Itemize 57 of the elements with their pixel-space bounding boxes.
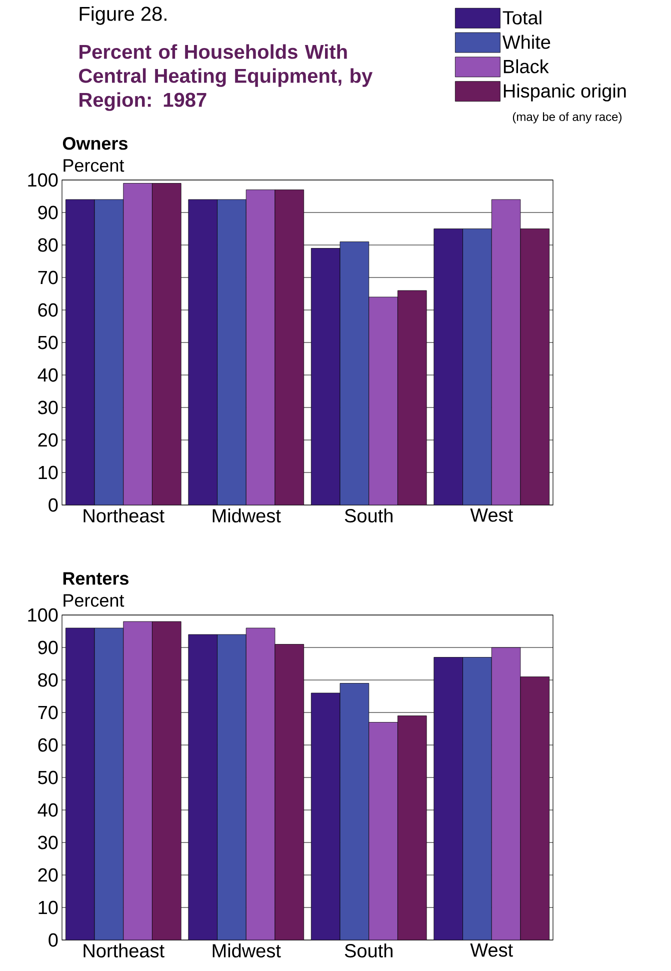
legend-label: Total bbox=[502, 10, 542, 24]
x-tick-label: Midwest bbox=[212, 508, 281, 522]
bar bbox=[123, 621, 152, 940]
caption: Figure 28. bbox=[80, 6, 166, 25]
bar bbox=[274, 644, 304, 940]
bar bbox=[462, 228, 492, 506]
x-tick-label: Northeast bbox=[84, 944, 164, 958]
bar bbox=[491, 647, 521, 940]
y-tick-label: 100 bbox=[28, 173, 58, 187]
y-tick-label: 70 bbox=[38, 270, 58, 284]
legend-label: Hispanic origin bbox=[504, 84, 626, 102]
y-tick-label: 100 bbox=[28, 608, 58, 622]
y-tick-label: 70 bbox=[38, 706, 58, 720]
bar bbox=[217, 634, 246, 940]
y-tick-label: 50 bbox=[38, 336, 58, 350]
y-tick-label: 40 bbox=[38, 803, 58, 817]
y-tick-label: 0 bbox=[48, 933, 58, 947]
bar bbox=[462, 657, 492, 940]
x-tick-label: Midwest bbox=[212, 944, 281, 958]
y-tick-label: 30 bbox=[38, 836, 58, 850]
y-tick-label: 50 bbox=[38, 770, 58, 784]
y-tick-label: 60 bbox=[38, 738, 58, 752]
x-tick-label: West bbox=[470, 944, 513, 957]
y-tick-label: 30 bbox=[38, 400, 58, 414]
y-tick-label: 10 bbox=[38, 466, 58, 480]
chart-subtitle: Renters bbox=[63, 572, 128, 585]
text: (may be of any race) bbox=[512, 112, 622, 124]
bar bbox=[520, 676, 550, 940]
y-tick-label: 90 bbox=[38, 206, 58, 220]
x-tick-label: West bbox=[470, 508, 513, 522]
bar bbox=[152, 621, 182, 940]
bar bbox=[94, 199, 124, 506]
y-tick-label: 0 bbox=[48, 498, 58, 512]
bar bbox=[368, 722, 398, 940]
x-tick-label: Northeast bbox=[84, 508, 164, 522]
bar bbox=[398, 716, 427, 940]
legend-label: White bbox=[502, 34, 550, 49]
legend-label: Black bbox=[504, 59, 549, 74]
y-axis-title: Percent bbox=[64, 594, 124, 607]
x-tick-label: South bbox=[344, 508, 392, 522]
x-tick-label: South bbox=[344, 944, 392, 958]
bar bbox=[340, 242, 370, 506]
y-tick-label: 80 bbox=[38, 238, 58, 252]
y-tick-label: 10 bbox=[38, 900, 58, 914]
chart-title: Percent of Households With Central Heating Equipment, by Region: 1987 bbox=[79, 44, 373, 111]
y-tick-label: 60 bbox=[38, 303, 58, 317]
y-tick-label: 90 bbox=[38, 640, 58, 654]
bar bbox=[340, 683, 370, 940]
bar bbox=[246, 628, 276, 940]
y-tick-label: 20 bbox=[38, 433, 58, 447]
bar bbox=[94, 628, 124, 940]
y-tick-label: 80 bbox=[38, 673, 58, 687]
y-tick-label: 40 bbox=[38, 368, 58, 382]
y-axis-title: Percent bbox=[64, 159, 124, 172]
y-tick-label: 20 bbox=[38, 868, 58, 882]
bar bbox=[217, 199, 246, 506]
chart-subtitle: Owners bbox=[62, 137, 128, 150]
